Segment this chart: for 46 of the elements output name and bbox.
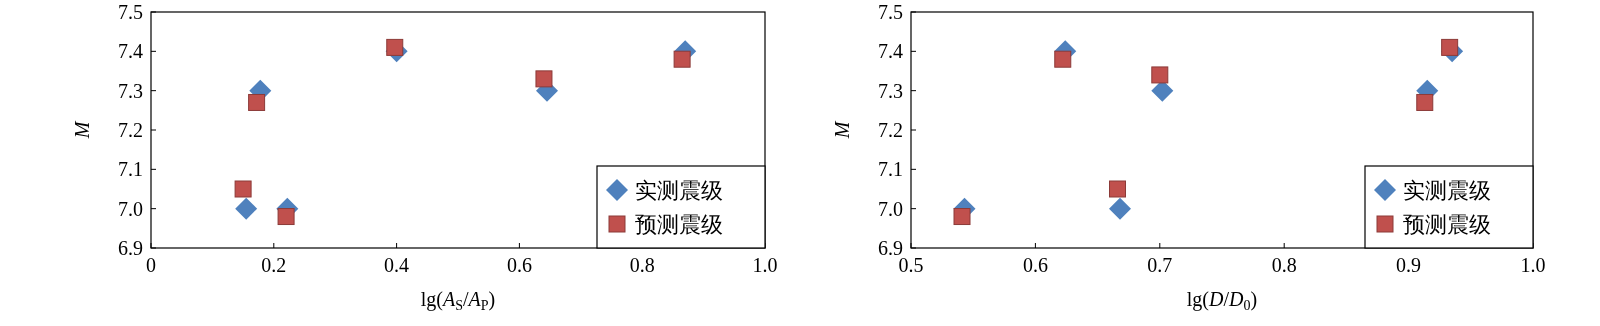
x-axis-title: lg(D/D$_{0}$) — [1186, 288, 1258, 313]
y-tick-label: 7.0 — [878, 197, 903, 220]
x-tick-label: 0.6 — [1022, 254, 1048, 276]
point — [234, 180, 252, 198]
point — [673, 50, 691, 68]
x-tick-label: 1.0 — [752, 254, 778, 276]
y-tick-label: 7.5 — [878, 1, 903, 23]
x-tick-label: 0.9 — [1396, 254, 1422, 276]
y-tick-label: 7.1 — [118, 158, 143, 181]
legend-label: 实测震级 — [1403, 178, 1491, 203]
point — [277, 208, 295, 226]
y-tick-label: 7.0 — [118, 197, 143, 220]
y-axis-title: M — [71, 120, 93, 140]
x-tick-label: 1.0 — [1520, 254, 1546, 276]
point — [1054, 50, 1072, 68]
legend-label: 预测震级 — [635, 212, 723, 237]
x-axis-title: lg(A$_{S}$/A$_{P}$) — [420, 288, 496, 313]
point — [1151, 66, 1169, 84]
point — [1109, 180, 1126, 198]
legend-label: 实测震级 — [635, 178, 723, 203]
point — [248, 93, 266, 111]
point — [1416, 93, 1434, 111]
x-tick-label: 0.7 — [1147, 254, 1173, 276]
x-tick-label: 0.8 — [629, 254, 655, 276]
point — [1108, 197, 1131, 220]
y-tick-label: 7.4 — [118, 40, 143, 63]
y-tick-label: 7.3 — [118, 79, 143, 102]
y-tick-label: 7.4 — [878, 40, 903, 63]
y-tick-label: 7.5 — [118, 1, 143, 23]
x-tick-label: 0.8 — [1271, 254, 1297, 276]
y-tick-label: 7.1 — [878, 158, 903, 181]
point — [1441, 38, 1459, 56]
point — [235, 197, 258, 220]
y-tick-label: 6.9 — [118, 237, 143, 259]
x-tick-label: 0.2 — [261, 254, 287, 276]
y-tick-label: 7.2 — [118, 119, 143, 141]
y-tick-label: 7.3 — [878, 79, 903, 102]
x-tick-label: 0 — [146, 254, 156, 276]
point — [535, 70, 553, 88]
x-tick-label: 0.4 — [384, 254, 410, 276]
y-axis-title: M — [831, 120, 853, 140]
point — [386, 38, 404, 56]
point — [953, 208, 971, 226]
y-tick-label: 7.2 — [878, 119, 903, 141]
x-tick-label: 0.6 — [506, 254, 532, 276]
legend-label: 预测震级 — [1403, 212, 1491, 237]
